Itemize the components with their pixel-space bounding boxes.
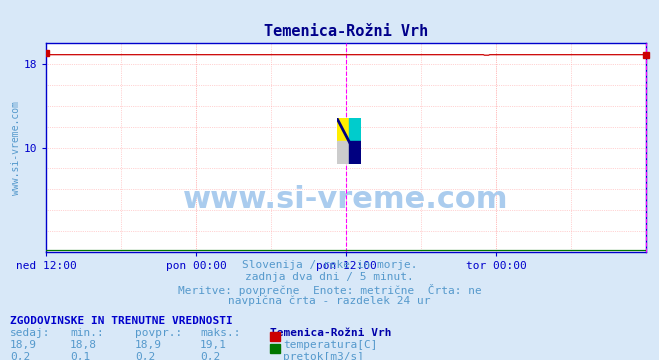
Bar (270, 332, 280, 341)
Text: min.:: min.: (70, 328, 103, 338)
Bar (270, 344, 280, 353)
Text: 0,2: 0,2 (10, 352, 30, 360)
Text: 18,8: 18,8 (70, 340, 97, 350)
Text: maks.:: maks.: (200, 328, 241, 338)
Text: 0,1: 0,1 (70, 352, 90, 360)
Text: 18,9: 18,9 (135, 340, 162, 350)
Y-axis label: www.si-vreme.com: www.si-vreme.com (11, 100, 21, 195)
Text: Slovenija / reke in morje.: Slovenija / reke in morje. (242, 260, 417, 270)
Text: navpična črta - razdelek 24 ur: navpična črta - razdelek 24 ur (228, 296, 431, 306)
Text: www.si-vreme.com: www.si-vreme.com (183, 185, 509, 214)
Text: Temenica-Rožni Vrh: Temenica-Rožni Vrh (270, 328, 391, 338)
Text: sedaj:: sedaj: (10, 328, 51, 338)
Text: zadnja dva dni / 5 minut.: zadnja dva dni / 5 minut. (245, 272, 414, 282)
Text: temperatura[C]: temperatura[C] (283, 340, 378, 350)
Text: 0,2: 0,2 (200, 352, 220, 360)
Text: pretok[m3/s]: pretok[m3/s] (283, 352, 364, 360)
Text: ZGODOVINSKE IN TRENUTNE VREDNOSTI: ZGODOVINSKE IN TRENUTNE VREDNOSTI (10, 316, 233, 326)
Text: Meritve: povprečne  Enote: metrične  Črta: ne: Meritve: povprečne Enote: metrične Črta:… (178, 284, 481, 296)
Text: 19,1: 19,1 (200, 340, 227, 350)
Title: Temenica-Rožni Vrh: Temenica-Rožni Vrh (264, 24, 428, 39)
Text: 0,2: 0,2 (135, 352, 156, 360)
Text: 18,9: 18,9 (10, 340, 37, 350)
Text: povpr.:: povpr.: (135, 328, 183, 338)
